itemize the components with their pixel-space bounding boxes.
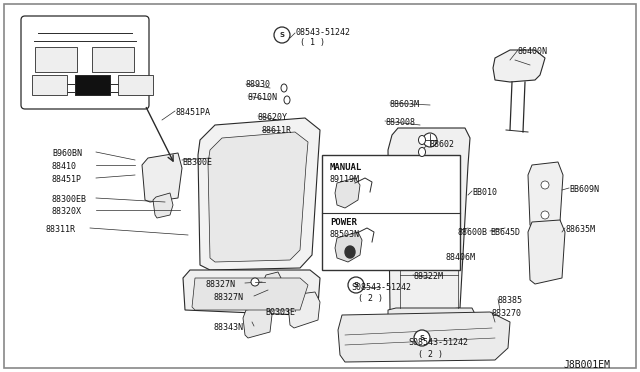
- Polygon shape: [394, 320, 480, 350]
- Polygon shape: [183, 270, 320, 315]
- Text: 88385: 88385: [498, 296, 523, 305]
- Polygon shape: [528, 162, 563, 228]
- Text: BB010: BB010: [472, 188, 497, 197]
- Text: S08543-51242: S08543-51242: [408, 338, 468, 347]
- Text: BB645D: BB645D: [490, 228, 520, 237]
- Ellipse shape: [419, 148, 426, 157]
- Polygon shape: [198, 118, 320, 270]
- Text: 88322M: 88322M: [413, 272, 443, 281]
- Text: 88320X: 88320X: [52, 207, 82, 216]
- Ellipse shape: [251, 278, 259, 286]
- Text: 88620Y: 88620Y: [258, 113, 288, 122]
- Text: 88300EB: 88300EB: [52, 195, 87, 204]
- Polygon shape: [243, 307, 272, 338]
- Text: ( 2 ): ( 2 ): [418, 350, 443, 359]
- Bar: [32, 75, 67, 95]
- Polygon shape: [335, 178, 360, 208]
- Ellipse shape: [441, 256, 449, 264]
- Text: 883270: 883270: [492, 309, 522, 318]
- Text: 88451P: 88451P: [52, 175, 82, 184]
- Bar: [75, 75, 110, 95]
- Polygon shape: [263, 272, 282, 298]
- Polygon shape: [192, 278, 308, 310]
- Text: J8B001EM: J8B001EM: [563, 360, 610, 370]
- Circle shape: [414, 330, 430, 346]
- Text: 88410: 88410: [52, 162, 77, 171]
- Polygon shape: [388, 128, 470, 315]
- Text: BB609N: BB609N: [569, 185, 599, 194]
- Ellipse shape: [284, 96, 290, 104]
- Ellipse shape: [409, 215, 417, 224]
- Text: BB300E: BB300E: [182, 158, 212, 167]
- Text: S08543-51242: S08543-51242: [351, 283, 411, 292]
- Text: 88635M: 88635M: [565, 225, 595, 234]
- Text: S: S: [280, 32, 285, 38]
- Ellipse shape: [541, 211, 549, 219]
- Polygon shape: [153, 193, 173, 218]
- Ellipse shape: [409, 170, 417, 180]
- Text: 88327N: 88327N: [205, 280, 235, 289]
- Text: 88611R: 88611R: [262, 126, 292, 135]
- FancyBboxPatch shape: [21, 16, 149, 109]
- Bar: [322, 155, 460, 270]
- Bar: [118, 75, 153, 95]
- Text: 88451PA: 88451PA: [175, 108, 210, 117]
- Polygon shape: [288, 292, 320, 328]
- Polygon shape: [528, 220, 565, 284]
- Bar: [92, 47, 134, 72]
- Text: 89119M: 89119M: [330, 175, 360, 184]
- Ellipse shape: [541, 181, 549, 189]
- Ellipse shape: [419, 135, 426, 144]
- Text: 87610N: 87610N: [248, 93, 278, 102]
- Ellipse shape: [441, 215, 449, 224]
- Ellipse shape: [345, 246, 355, 258]
- Text: S: S: [353, 282, 358, 288]
- Text: 88930: 88930: [246, 80, 271, 89]
- Text: 86400N: 86400N: [518, 47, 548, 56]
- Polygon shape: [208, 132, 308, 262]
- Text: 88600B: 88600B: [457, 228, 487, 237]
- Ellipse shape: [281, 84, 287, 92]
- Text: 88327N: 88327N: [214, 293, 244, 302]
- Circle shape: [348, 277, 364, 293]
- Polygon shape: [338, 312, 510, 362]
- Text: POWER: POWER: [330, 218, 357, 227]
- Text: S: S: [419, 335, 424, 341]
- Ellipse shape: [441, 170, 449, 180]
- Text: 08543-51242: 08543-51242: [295, 28, 350, 37]
- Text: MANUAL: MANUAL: [330, 163, 362, 172]
- Text: 883008: 883008: [385, 118, 415, 127]
- Text: ( 1 ): ( 1 ): [300, 38, 325, 47]
- Bar: [35, 47, 77, 72]
- Ellipse shape: [409, 256, 417, 264]
- Text: 88602: 88602: [430, 140, 455, 149]
- Text: 88603M: 88603M: [390, 100, 420, 109]
- Text: 88406M: 88406M: [445, 253, 475, 262]
- Text: 88503N: 88503N: [330, 230, 360, 239]
- Polygon shape: [388, 308, 478, 338]
- Polygon shape: [335, 232, 362, 262]
- Text: B0303E: B0303E: [265, 308, 295, 317]
- Polygon shape: [493, 50, 545, 82]
- Polygon shape: [142, 153, 182, 202]
- Text: ( 2 ): ( 2 ): [358, 294, 383, 303]
- Circle shape: [274, 27, 290, 43]
- Ellipse shape: [423, 133, 437, 147]
- Text: B960BN: B960BN: [52, 149, 82, 158]
- Text: 88311R: 88311R: [46, 225, 76, 234]
- Bar: [75, 75, 110, 95]
- Text: 88343N: 88343N: [214, 323, 244, 332]
